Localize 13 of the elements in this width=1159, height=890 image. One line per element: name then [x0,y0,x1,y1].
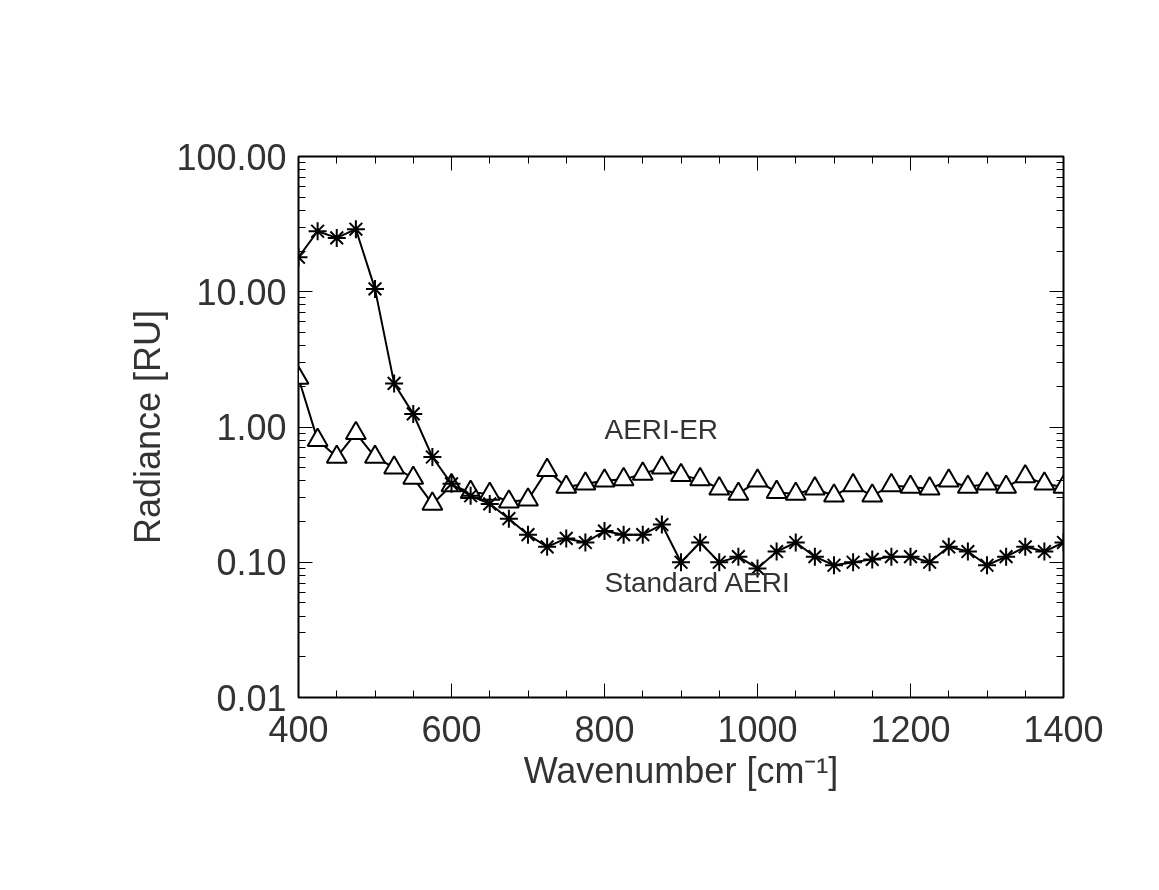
x-axis-title: Wavenumber [cm⁻¹] [523,749,839,791]
x-tick-label: 800 [574,708,635,750]
series-label: AERI-ER [604,413,719,445]
series-label: Standard AERI [604,566,790,598]
y-tick-label: 1.00 [216,407,287,448]
y-axis-title: Radiance [RU] [127,309,169,545]
x-tick-label: 1200 [870,708,951,750]
x-tick-label: 1000 [717,708,798,750]
y-tick-label: 10.00 [196,271,287,313]
y-tick-label: 100.00 [176,136,287,178]
x-tick-label: 600 [421,708,482,750]
x-tick-label: 1400 [1023,708,1104,750]
y-tick-label: 0.10 [216,542,287,584]
